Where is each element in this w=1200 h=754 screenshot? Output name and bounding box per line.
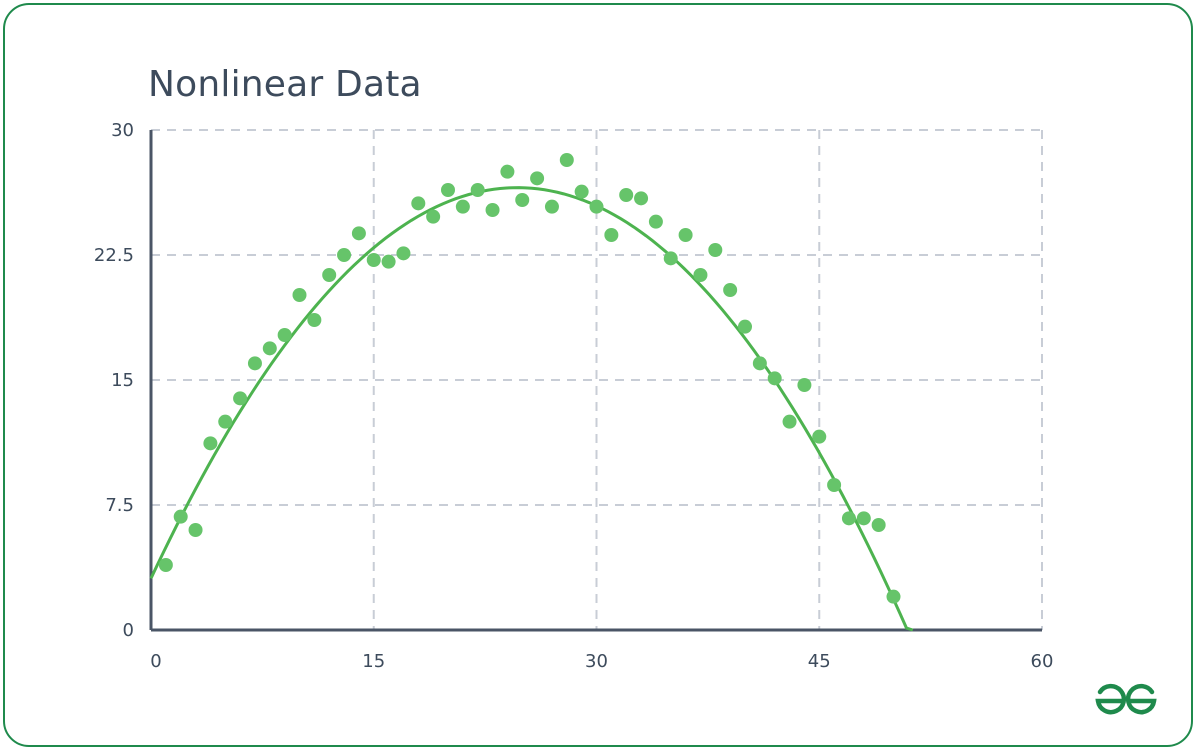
data-point <box>856 511 871 526</box>
y-tick-label: 7.5 <box>105 495 134 516</box>
data-point <box>307 313 322 327</box>
data-point <box>173 509 188 524</box>
data-point <box>693 268 708 282</box>
data-point <box>767 371 782 386</box>
data-point <box>886 589 901 604</box>
data-point <box>678 228 693 242</box>
data-point <box>411 196 426 211</box>
data-point <box>396 246 411 261</box>
y-tick-label: 22.5 <box>94 245 134 266</box>
data-point <box>351 226 366 241</box>
data-point <box>782 414 797 429</box>
data-point <box>812 429 827 444</box>
data-point <box>277 328 292 342</box>
y-tick-label: 0 <box>123 620 134 641</box>
data-point <box>337 248 352 262</box>
data-point <box>530 171 545 186</box>
data-point <box>247 356 262 371</box>
data-point <box>589 199 604 214</box>
x-tick-label: 60 <box>1031 651 1054 672</box>
data-point <box>797 378 812 392</box>
data-point <box>871 518 886 532</box>
data-point <box>203 436 218 451</box>
fit-curve <box>149 186 914 632</box>
x-tick-label: 45 <box>808 651 831 672</box>
data-point <box>485 203 500 217</box>
x-tick-label: 30 <box>585 651 608 672</box>
data-point <box>574 184 589 199</box>
data-point <box>827 478 842 492</box>
data-point <box>752 356 767 371</box>
data-point <box>470 183 485 197</box>
data-point <box>455 199 470 214</box>
data-point <box>559 153 574 167</box>
data-point <box>663 251 678 266</box>
y-tick-label: 30 <box>111 120 134 141</box>
chart-card <box>3 3 1193 747</box>
gfg-logo-icon <box>1095 683 1157 715</box>
chart-title: Nonlinear Data <box>148 64 422 105</box>
data-point <box>723 283 738 297</box>
x-tick-labels: 0 15 30 45 60 <box>150 651 1053 672</box>
data-point <box>841 511 856 526</box>
data-point <box>426 209 441 224</box>
data-points <box>158 153 901 604</box>
data-point <box>544 199 559 214</box>
data-point <box>233 391 248 406</box>
data-point <box>218 414 233 429</box>
data-point <box>441 183 455 197</box>
x-tick-label: 0 <box>150 651 161 672</box>
data-point <box>500 164 515 179</box>
data-point <box>292 288 307 302</box>
data-point <box>188 523 203 537</box>
grid-lines <box>151 129 1043 630</box>
data-point <box>604 228 619 242</box>
data-point <box>158 558 173 572</box>
axes <box>149 130 1042 632</box>
data-point <box>366 253 381 267</box>
y-tick-labels: 0 7.5 15 22.5 30 <box>94 120 134 641</box>
data-point <box>322 268 337 282</box>
y-tick-label: 15 <box>111 370 134 391</box>
data-point <box>619 188 634 202</box>
data-point <box>634 191 649 206</box>
data-point <box>648 214 663 229</box>
data-point <box>381 254 396 269</box>
data-point <box>738 319 752 334</box>
data-point <box>515 193 530 207</box>
data-point <box>262 341 277 356</box>
x-tick-label: 15 <box>362 651 385 672</box>
data-point <box>708 243 723 257</box>
